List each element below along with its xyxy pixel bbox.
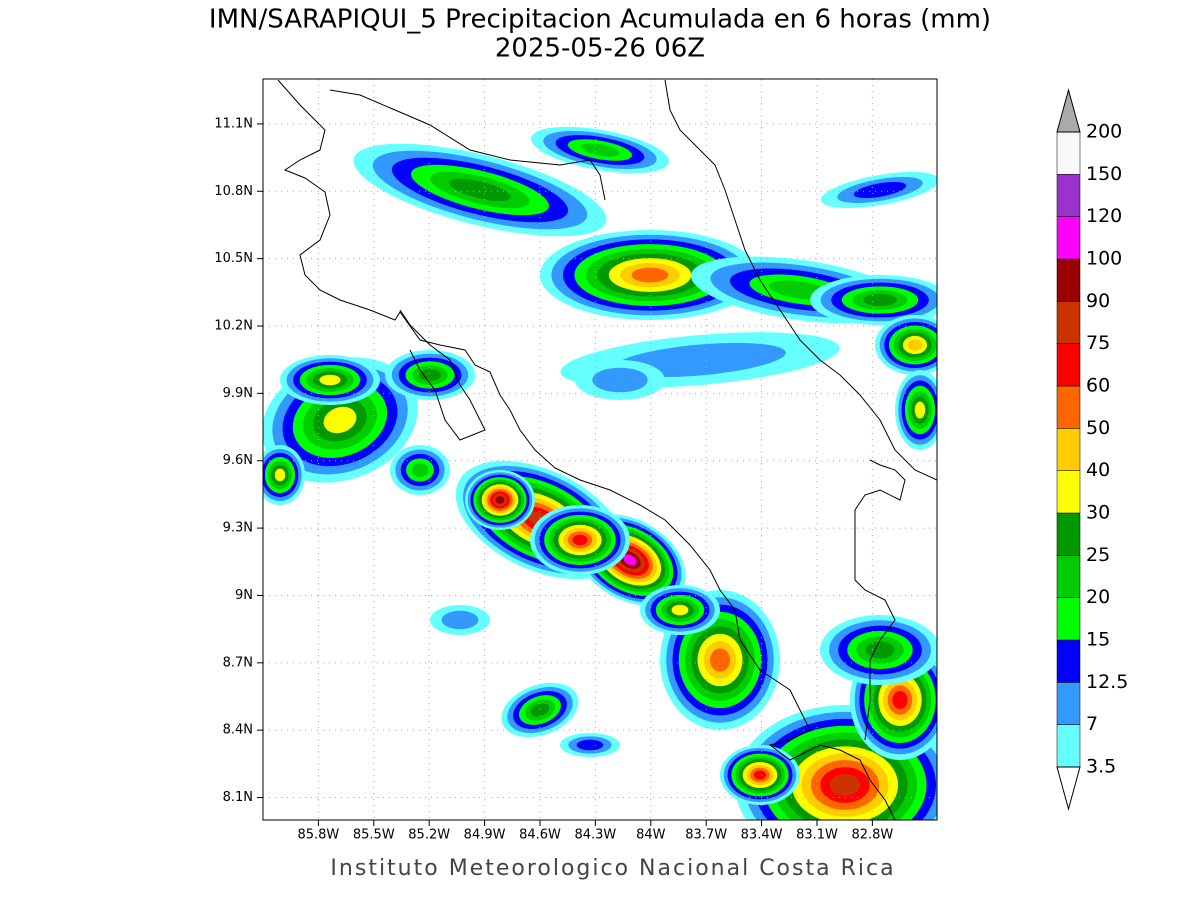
colorbar-segment [1056, 258, 1081, 302]
lat-tick-label: 10.8N [214, 184, 253, 199]
precip-area [319, 374, 341, 386]
colorbar-label: 15 [1086, 629, 1110, 651]
lon-tick-label: 84.9W [464, 828, 506, 843]
colorbar-under [1056, 766, 1081, 811]
colorbar-segment [1056, 301, 1081, 344]
precip-area [592, 367, 648, 393]
colorbar-segment [1056, 639, 1081, 683]
lat-tick-label: 8.4N [223, 723, 253, 738]
title: IMN/SARAPIQUI_5 Precipitacion Acumulada … [209, 5, 991, 35]
lon-tick-label: 82.8W [851, 828, 893, 843]
colorbar-over [1056, 88, 1081, 133]
lon-tick-label: 84.6W [519, 828, 561, 843]
precip-area [419, 368, 441, 382]
colorbar-segment [1056, 682, 1081, 725]
colorbar-label: 200 [1086, 121, 1122, 143]
precip-area [572, 534, 588, 546]
precip-area [631, 267, 669, 283]
precip-field [263, 126, 937, 820]
lon-tick-label: 85.2W [408, 828, 450, 843]
lat-tick-label: 9.9N [223, 386, 253, 401]
lon-tick-label: 83.4W [741, 828, 783, 843]
grid: 11.1N 10.8N 10.5N 10.2N 9.9N 9.6N 9.3N 9N 8.7N 8.… [214, 79, 937, 843]
lat-tick-label: 8.1N [223, 790, 253, 805]
footer: Instituto Meteorologico Nacional Costa R… [330, 856, 895, 881]
precip-area [829, 773, 861, 797]
colorbar-segment [1056, 470, 1081, 514]
lat-tick-label: 9.6N [223, 453, 253, 468]
lon-tick-label: 84.3W [574, 828, 616, 843]
precip-area [580, 143, 620, 157]
lon-tick-label: 84W [636, 828, 666, 843]
colorbar-label: 75 [1086, 332, 1110, 354]
precip-area [449, 178, 511, 202]
colorbar-segment [1056, 724, 1081, 768]
precip-area [853, 181, 907, 199]
precip-area [576, 739, 604, 751]
colorbar-segment [1056, 131, 1081, 175]
precip-area [753, 770, 767, 780]
colorbar-label: 90 [1086, 290, 1110, 312]
lat-tick-label: 9N [235, 588, 253, 603]
lon-tick-label: 83.7W [685, 828, 727, 843]
map-frame [262, 78, 938, 821]
precip-area [441, 610, 479, 630]
colorbar-label: 20 [1086, 586, 1110, 608]
precip-area [865, 641, 895, 659]
subtitle: 2025-05-26 06Z [495, 34, 705, 64]
colorbar-segment [1056, 428, 1081, 471]
colorbar-label: 120 [1086, 205, 1122, 227]
precip-area [411, 462, 429, 478]
precip-area [671, 604, 689, 616]
colorbar-label: 7 [1086, 713, 1098, 735]
precip-area [323, 406, 357, 434]
colorbar-segment [1056, 512, 1081, 556]
colorbar-label: 3.5 [1086, 756, 1116, 778]
lat-tick-label: 9.3N [223, 521, 253, 536]
colorbar-label: 25 [1086, 544, 1110, 566]
precip-area [530, 703, 550, 717]
precip-area [710, 648, 730, 672]
colorbar-label: 30 [1086, 502, 1110, 524]
lon-tick-label: 83.1W [796, 828, 838, 843]
lon-tick-label: 85.5W [353, 828, 395, 843]
precip-area [274, 468, 286, 482]
colorbar-segment [1056, 597, 1081, 641]
precip-area [623, 554, 637, 566]
colorbar-label: 40 [1086, 459, 1110, 481]
precip-area [495, 496, 505, 504]
precip-area [892, 690, 908, 710]
lat-tick-label: 10.2N [214, 319, 253, 334]
precip-area [907, 339, 923, 351]
colorbar-label: 50 [1086, 417, 1110, 439]
lon-tick-label: 85.8W [297, 828, 339, 843]
colorbar-segment [1056, 216, 1081, 260]
precip-area [863, 293, 897, 307]
coastlines [277, 79, 937, 820]
precip-area [614, 342, 786, 378]
colorbar-segment [1056, 385, 1081, 429]
colorbar-label: 60 [1086, 375, 1110, 397]
lat-tick-label: 10.5N [214, 251, 253, 266]
colorbar-label: 100 [1086, 248, 1122, 270]
lat-tick-label: 11.1N [214, 116, 253, 131]
colorbar-segment [1056, 174, 1081, 217]
colorbar-label: 150 [1086, 163, 1122, 185]
colorbar: 3.5 7 12.5 15 20 25 30 40 50 60 75 90 100 120 150 200 [1056, 88, 1128, 811]
colorbar-label: 12.5 [1086, 671, 1128, 693]
colorbar-segment [1056, 343, 1081, 387]
precip-area [914, 401, 926, 419]
lat-tick-label: 8.7N [223, 655, 253, 670]
colorbar-segment [1056, 555, 1081, 598]
